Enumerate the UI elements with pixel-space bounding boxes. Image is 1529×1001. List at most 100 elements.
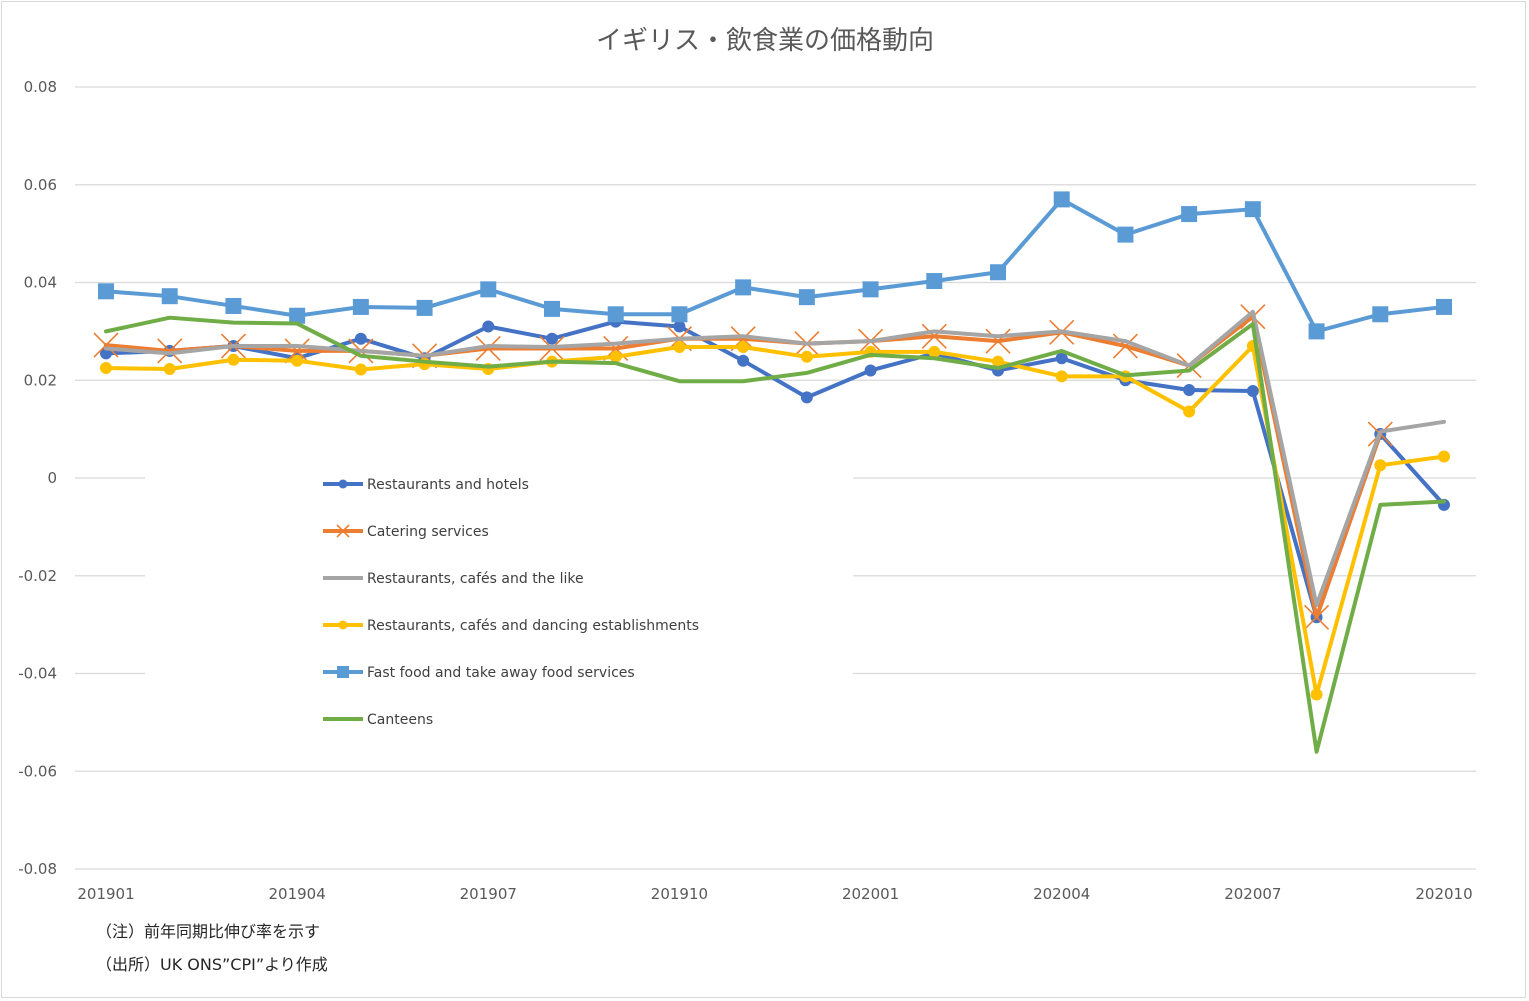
data-point <box>482 320 495 333</box>
data-point <box>1436 298 1452 315</box>
data-point <box>671 306 688 323</box>
data-point <box>93 332 119 358</box>
legend-label: Fast food and take away food services <box>367 665 635 681</box>
data-point <box>289 307 306 324</box>
legend: Restaurants and hotels Catering services R… <box>323 477 699 728</box>
data-point <box>416 299 433 316</box>
data-point <box>862 281 879 298</box>
y-tick-label: -0.02 <box>18 567 57 585</box>
data-point <box>546 332 558 345</box>
data-point <box>157 338 183 364</box>
data-point <box>227 353 240 366</box>
series-lines <box>93 191 1452 754</box>
data-point <box>1310 688 1323 701</box>
data-point <box>737 341 750 354</box>
data-point <box>1374 459 1387 472</box>
note-footnote: （注）前年同期比伸び率を示す <box>96 922 321 941</box>
data-point <box>354 332 367 345</box>
data-point <box>798 289 815 306</box>
data-point <box>735 279 752 296</box>
y-tick-label: 0.02 <box>24 371 57 389</box>
legend-label: Catering services <box>367 524 489 540</box>
legend-entry: Restaurants, cafés and dancing establish… <box>323 618 699 634</box>
x-tick-label: 201901 <box>77 885 134 903</box>
data-point <box>352 298 369 315</box>
legend-entry: Restaurants, cafés and the like <box>323 571 584 587</box>
y-axis: 0.08 0.06 0.04 0.02 0 -0.02 -0.04 -0.06 -0.08 <box>18 78 57 878</box>
legend-entry: Restaurants and hotels <box>323 477 529 493</box>
data-point <box>1372 306 1389 323</box>
data-point <box>990 264 1006 281</box>
x-tick-label: 201910 <box>651 885 708 903</box>
y-tick-label: -0.08 <box>18 860 57 878</box>
data-point <box>161 288 178 305</box>
series-3 <box>104 309 1446 608</box>
data-point <box>673 320 686 333</box>
data-point <box>1053 191 1070 208</box>
x-tick-label: 202001 <box>842 885 899 903</box>
data-point <box>225 297 242 314</box>
x-tick-label: 201904 <box>269 885 326 903</box>
data-point <box>1183 384 1196 397</box>
data-point <box>800 391 813 404</box>
data-point <box>737 354 750 367</box>
series-line <box>104 315 1446 754</box>
data-point <box>100 362 112 375</box>
data-point <box>1438 450 1450 463</box>
legend-entry: Canteens <box>323 712 433 728</box>
legend-entry: Catering services <box>323 524 489 540</box>
data-point <box>921 323 947 349</box>
data-point <box>98 283 114 300</box>
legend-label: Restaurants, cafés and the like <box>367 571 584 587</box>
data-point <box>800 350 813 363</box>
data-point <box>1308 323 1325 340</box>
legend-entry: Fast food and take away food services <box>323 665 635 681</box>
data-point <box>1244 201 1261 218</box>
legend-marker <box>338 479 348 489</box>
data-point <box>475 335 501 362</box>
data-point <box>985 328 1011 354</box>
series-6 <box>104 315 1446 754</box>
x-tick-label: 201907 <box>460 885 517 903</box>
x-tick-label: 202004 <box>1033 885 1090 903</box>
legend-marker <box>336 524 350 538</box>
data-point <box>1183 405 1196 418</box>
data-point <box>354 363 367 376</box>
data-point <box>1246 385 1259 398</box>
legend-marker <box>338 620 348 630</box>
y-tick-label: 0.04 <box>24 274 57 292</box>
y-tick-label: -0.04 <box>18 665 57 683</box>
data-point <box>291 354 304 367</box>
legend-marker <box>337 666 349 678</box>
chart-title: イギリス・飲食業の価格動向 <box>596 26 934 56</box>
series-line <box>104 197 1446 334</box>
series-5 <box>98 191 1452 340</box>
data-point <box>163 363 176 376</box>
data-point <box>544 300 560 317</box>
data-point <box>1055 370 1068 383</box>
y-tick-label: -0.06 <box>18 762 57 780</box>
legend-background <box>145 462 853 752</box>
data-point <box>1181 206 1198 223</box>
data-point <box>673 341 686 354</box>
legend-label: Canteens <box>367 712 433 728</box>
data-point <box>609 350 622 363</box>
y-tick-label: 0.06 <box>24 176 57 194</box>
series-line <box>104 344 1446 697</box>
x-tick-label: 202010 <box>1415 885 1472 903</box>
data-point <box>1117 226 1134 243</box>
x-tick-label: 202007 <box>1224 885 1281 903</box>
data-point <box>1304 604 1330 630</box>
y-tick-label: 0.08 <box>24 78 57 96</box>
data-point <box>607 306 624 323</box>
data-point <box>864 364 877 377</box>
legend-label: Restaurants, cafés and dancing establish… <box>367 618 699 634</box>
x-axis: 201901 201904 201907 201910 202001 202004 2020… <box>77 885 1472 903</box>
series-line <box>104 309 1446 608</box>
data-point <box>480 281 497 298</box>
source-footnote: （出所）UK ONS”CPI”より作成 <box>96 955 328 974</box>
legend-label: Restaurants and hotels <box>367 477 529 493</box>
y-tick-label: 0 <box>47 469 57 487</box>
